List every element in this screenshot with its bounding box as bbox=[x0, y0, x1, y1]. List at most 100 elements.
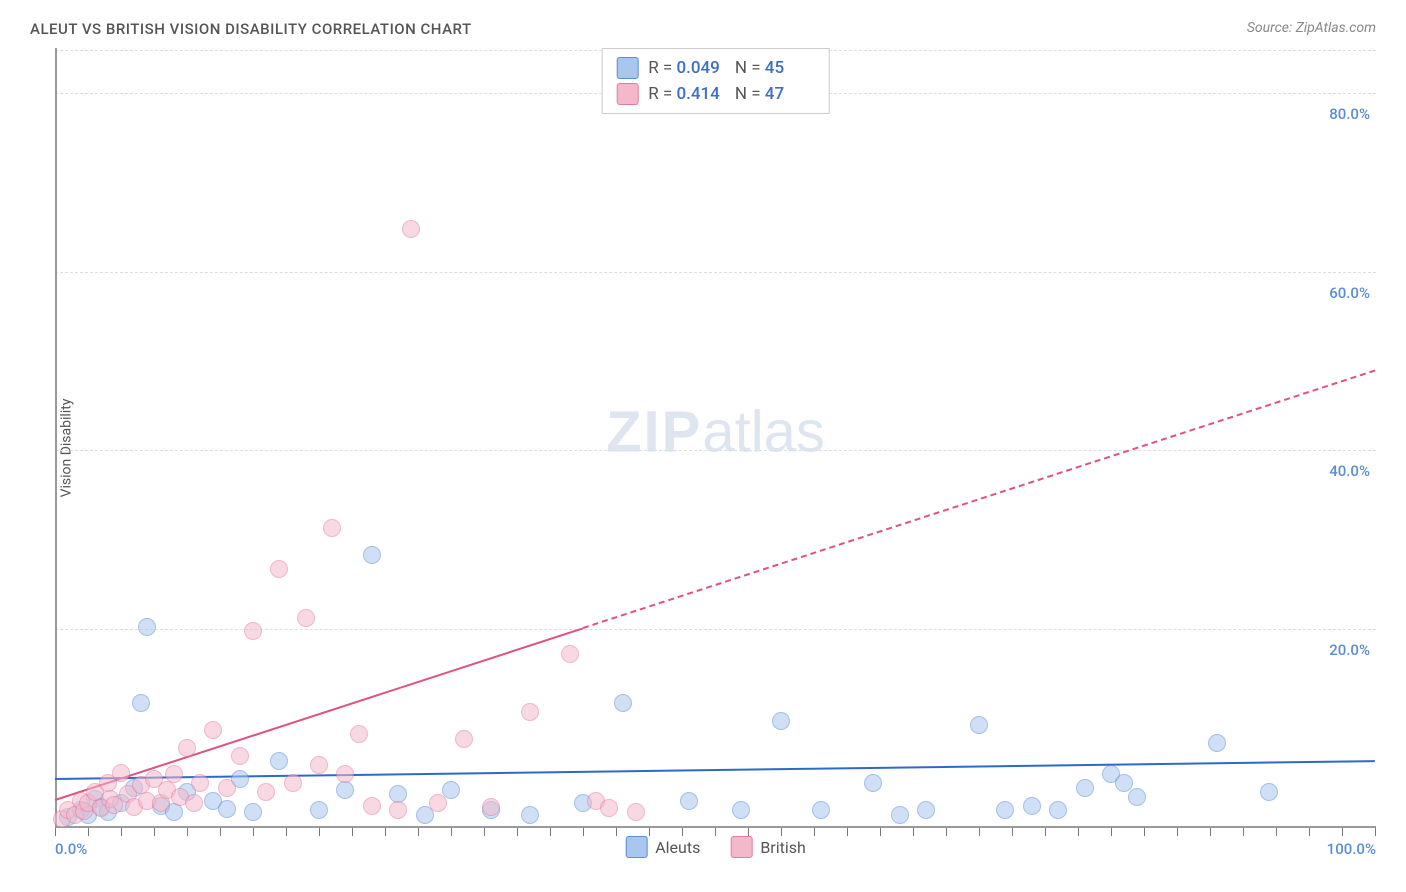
legend-swatch bbox=[616, 83, 638, 105]
xtick bbox=[187, 828, 188, 836]
data-point bbox=[204, 721, 222, 739]
data-point bbox=[165, 765, 183, 783]
data-point bbox=[270, 560, 288, 578]
xtick bbox=[1012, 828, 1013, 836]
legend-swatch bbox=[730, 836, 752, 858]
data-point bbox=[178, 739, 196, 757]
data-point bbox=[455, 730, 473, 748]
legend-series: AleutsBritish bbox=[625, 836, 806, 858]
xtick bbox=[154, 828, 155, 836]
xtick bbox=[946, 828, 947, 836]
xtick bbox=[1078, 828, 1079, 836]
x-zero-label: 0.0% bbox=[55, 840, 87, 858]
data-point bbox=[917, 801, 935, 819]
xtick bbox=[55, 828, 56, 836]
xtick bbox=[814, 828, 815, 836]
data-point bbox=[864, 774, 882, 792]
y-axis bbox=[55, 48, 57, 828]
xtick bbox=[781, 828, 782, 836]
data-point bbox=[218, 779, 236, 797]
legend-stats-row: R = 0.414 N = 47 bbox=[616, 81, 815, 107]
source-label: Source: ZipAtlas.com bbox=[1247, 20, 1376, 36]
data-point bbox=[812, 801, 830, 819]
xtick bbox=[484, 828, 485, 836]
xtick bbox=[253, 828, 254, 836]
xtick bbox=[319, 828, 320, 836]
xtick bbox=[1210, 828, 1211, 836]
trend-segment bbox=[55, 760, 1375, 780]
data-point bbox=[614, 694, 632, 712]
chart-area: Vision Disability ZIPatlas 20.0%40.0%60.… bbox=[55, 48, 1376, 848]
data-point bbox=[336, 781, 354, 799]
data-point bbox=[627, 803, 645, 821]
gridline bbox=[55, 450, 1376, 451]
xtick bbox=[220, 828, 221, 836]
ytick-label: 40.0% bbox=[1329, 462, 1370, 480]
xtick bbox=[649, 828, 650, 836]
data-point bbox=[323, 519, 341, 537]
xtick bbox=[286, 828, 287, 836]
chart-title: ALEUT VS BRITISH VISION DISABILITY CORRE… bbox=[30, 20, 472, 38]
data-point bbox=[350, 725, 368, 743]
data-point bbox=[1076, 779, 1094, 797]
gridline bbox=[55, 272, 1376, 273]
data-point bbox=[284, 774, 302, 792]
xtick bbox=[616, 828, 617, 836]
xtick bbox=[847, 828, 848, 836]
data-point bbox=[138, 618, 156, 636]
legend-swatch bbox=[625, 836, 647, 858]
data-point bbox=[363, 546, 381, 564]
data-point bbox=[270, 752, 288, 770]
data-point bbox=[112, 764, 130, 782]
data-point bbox=[310, 756, 328, 774]
xtick bbox=[352, 828, 353, 836]
xtick bbox=[451, 828, 452, 836]
data-point bbox=[772, 712, 790, 730]
data-point bbox=[600, 799, 618, 817]
data-point bbox=[336, 765, 354, 783]
xtick bbox=[1276, 828, 1277, 836]
data-point bbox=[402, 220, 420, 238]
data-point bbox=[1049, 801, 1067, 819]
data-point bbox=[389, 801, 407, 819]
xtick bbox=[88, 828, 89, 836]
xtick bbox=[517, 828, 518, 836]
legend-swatch bbox=[616, 57, 638, 79]
data-point bbox=[970, 716, 988, 734]
data-point bbox=[218, 800, 236, 818]
xtick bbox=[1111, 828, 1112, 836]
legend-stats-row: R = 0.049 N = 45 bbox=[616, 55, 815, 81]
data-point bbox=[732, 801, 750, 819]
xtick bbox=[715, 828, 716, 836]
data-point bbox=[680, 792, 698, 810]
data-point bbox=[185, 794, 203, 812]
data-point bbox=[191, 774, 209, 792]
data-point bbox=[257, 783, 275, 801]
data-point bbox=[231, 747, 249, 765]
xtick bbox=[1342, 828, 1343, 836]
xtick bbox=[880, 828, 881, 836]
plot-canvas: ZIPatlas 20.0%40.0%60.0%80.0%0.0%100.0%R… bbox=[55, 48, 1376, 848]
legend-series-item: Aleuts bbox=[625, 836, 700, 858]
data-point bbox=[996, 801, 1014, 819]
xtick bbox=[979, 828, 980, 836]
data-point bbox=[482, 798, 500, 816]
xtick bbox=[748, 828, 749, 836]
ytick-label: 60.0% bbox=[1329, 284, 1370, 302]
xtick bbox=[1309, 828, 1310, 836]
data-point bbox=[132, 694, 150, 712]
data-point bbox=[1208, 734, 1226, 752]
xtick bbox=[1045, 828, 1046, 836]
data-point bbox=[891, 806, 909, 824]
trend-segment bbox=[583, 370, 1376, 629]
data-point bbox=[561, 645, 579, 663]
xtick bbox=[121, 828, 122, 836]
watermark: ZIPatlas bbox=[606, 399, 825, 466]
watermark-rest: atlas bbox=[702, 400, 825, 465]
data-point bbox=[1260, 783, 1278, 801]
data-point bbox=[429, 794, 447, 812]
xtick bbox=[682, 828, 683, 836]
data-point bbox=[310, 801, 328, 819]
data-point bbox=[244, 622, 262, 640]
xtick bbox=[913, 828, 914, 836]
